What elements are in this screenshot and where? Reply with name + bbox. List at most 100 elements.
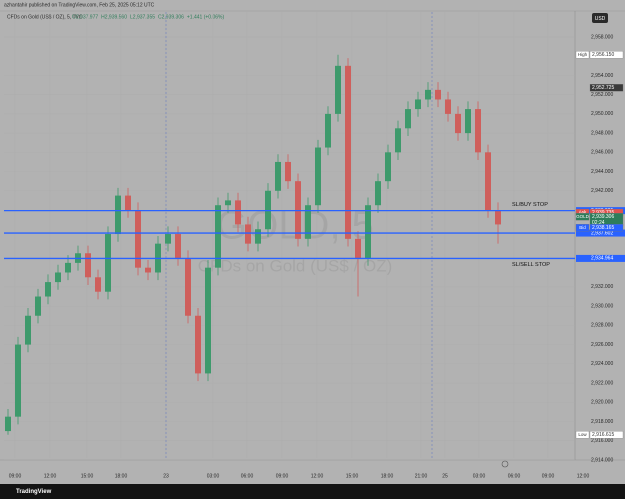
price-marker-label: 2,956.150 — [592, 52, 614, 58]
y-tick-label: 2,914.000 — [591, 457, 613, 463]
y-tick-label: 2,948.000 — [591, 130, 613, 136]
candle-body — [115, 195, 121, 235]
price-marker-tag: Bid — [579, 225, 586, 230]
x-tick-label: 15:00 — [346, 473, 359, 479]
currency[interactable]: USD — [595, 16, 606, 22]
x-tick-label: 25 — [442, 473, 448, 479]
watermark-name: CFDs on Gold (US$ / OZ) — [198, 256, 393, 275]
price-marker-tag: Low — [578, 432, 587, 437]
candle-body — [475, 109, 481, 153]
y-tick-label: 2,944.000 — [591, 169, 613, 175]
x-tick-label: 18:00 — [115, 473, 128, 479]
candle-body — [395, 128, 401, 153]
candle-body — [235, 200, 241, 225]
level-label-box — [576, 229, 625, 237]
ohlc-value: +1.441 (+0.06%) — [187, 14, 225, 20]
candle-body — [335, 65, 341, 114]
candle-body — [485, 152, 491, 211]
y-tick-label: 2,952.000 — [591, 92, 613, 98]
candle-body — [225, 200, 231, 206]
candle-body — [85, 253, 91, 278]
x-tick-label: 23 — [163, 473, 169, 479]
price-marker-label: 2,939.735 — [592, 210, 614, 216]
candle-body — [465, 109, 471, 134]
candle-body — [255, 229, 261, 244]
y-tick-label: 2,950.000 — [591, 111, 613, 117]
x-tick-label: 21:00 — [415, 473, 428, 479]
price-marker-label: 2,938.165 — [592, 225, 614, 231]
candle-body — [345, 65, 351, 239]
candle-body — [105, 234, 111, 292]
x-tick-label: 09:00 — [542, 473, 555, 479]
candle-body — [245, 224, 251, 244]
candle-body — [45, 282, 51, 297]
footer-logo: TradingView — [16, 489, 52, 495]
chart-title: CFDs on Gold (US$ / OZ), 5, TVC — [7, 14, 83, 20]
currency-button[interactable] — [592, 13, 608, 23]
candle-body — [195, 315, 201, 374]
price-marker-box — [589, 51, 624, 59]
candle-body — [165, 234, 171, 244]
y-tick-label: 2,920.000 — [591, 400, 613, 406]
x-tick-label: 12:00 — [44, 473, 57, 479]
y-tick-label: 2,924.000 — [591, 361, 613, 367]
candle-body — [445, 99, 451, 114]
candle-body — [405, 109, 411, 129]
candle-body — [175, 234, 181, 259]
ohlc-value: O2,937.977 — [72, 14, 98, 20]
price-marker-tag-box — [575, 431, 590, 439]
candle-body — [15, 344, 21, 417]
candle-body — [375, 181, 381, 206]
price-marker-tag-box — [575, 51, 590, 59]
y-tick-label: 2,922.000 — [591, 380, 613, 386]
candle-body — [185, 258, 191, 316]
candle-body — [135, 210, 141, 268]
candle-body — [125, 195, 131, 211]
price-marker-label: 2,939.306 — [592, 214, 614, 220]
candle-body — [285, 161, 291, 182]
candle-body — [145, 267, 151, 273]
candle-body — [275, 161, 281, 191]
candle-body — [25, 315, 31, 345]
candle-body — [55, 272, 61, 283]
x-tick-label: 09:00 — [276, 473, 289, 479]
ohlc-value: H2,939.560 — [101, 14, 127, 20]
countdown: 02:24 — [592, 220, 605, 226]
candle-body — [65, 262, 71, 273]
y-tick-label: 2,942.000 — [591, 188, 613, 194]
x-tick-label: 12:00 — [311, 473, 324, 479]
x-tick-label: 18:00 — [381, 473, 394, 479]
candle-body — [455, 113, 461, 134]
price-marker-box — [589, 223, 624, 232]
candle-body — [495, 210, 501, 225]
candle-body — [35, 296, 41, 316]
y-tick-label: 2,958.000 — [591, 34, 613, 40]
x-tick-label: 03:00 — [473, 473, 486, 479]
x-tick-label: 15:00 — [81, 473, 94, 479]
candle-body — [365, 205, 371, 259]
y-tick-label: 2,916.000 — [591, 438, 613, 444]
candle-body — [5, 416, 11, 432]
clock-icon[interactable] — [501, 460, 509, 468]
level-text: SL/SELL STOP — [512, 262, 550, 268]
candle-body — [325, 113, 331, 148]
footer-bar — [0, 484, 625, 499]
x-tick-label: 06:00 — [508, 473, 521, 479]
y-tick-label: 2,930.000 — [591, 303, 613, 309]
level-label: 2,937.602 — [591, 230, 613, 236]
candle-body — [425, 89, 431, 100]
price-marker-tag: Ask — [579, 210, 587, 215]
price-marker-label: 2,952.725 — [592, 85, 614, 91]
x-tick-label: 03:00 — [207, 473, 220, 479]
candle-body — [315, 147, 321, 206]
candle-body — [435, 89, 441, 100]
candle-body — [205, 267, 211, 374]
level-text: SL/BUY STOP — [512, 202, 548, 208]
price-marker-label: 2,916.615 — [592, 432, 614, 438]
x-tick-label: 12:00 — [577, 473, 590, 479]
candle-body — [385, 152, 391, 182]
price-marker-tag-box — [575, 213, 590, 221]
price-marker-box — [589, 84, 624, 92]
